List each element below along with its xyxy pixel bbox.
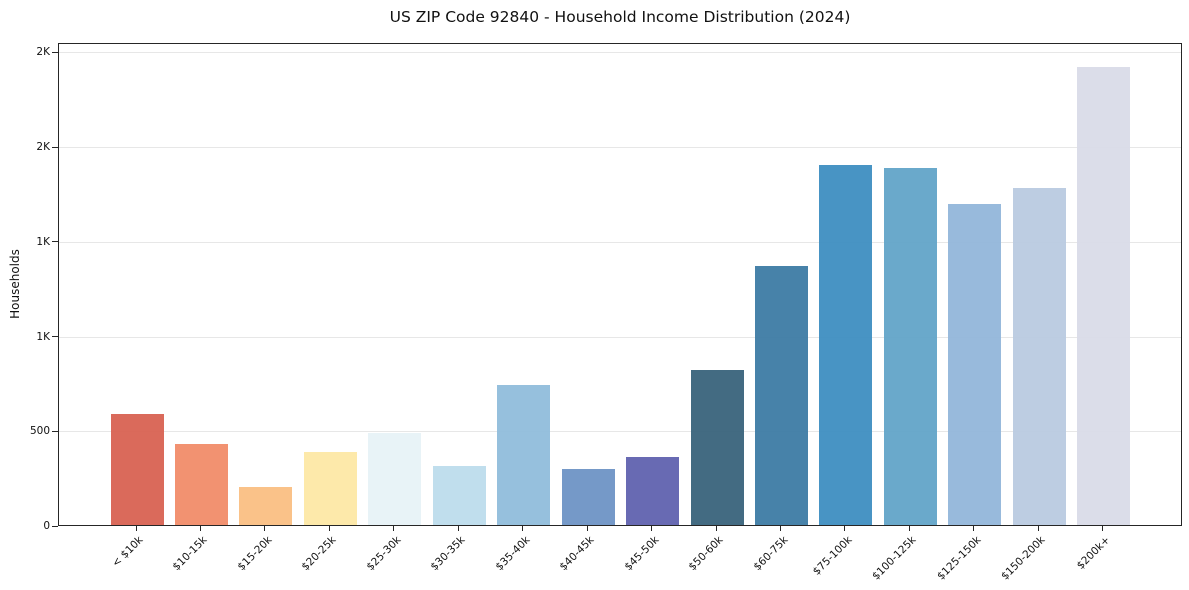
x-tick-mark xyxy=(908,526,910,531)
x-tick-mark xyxy=(715,526,717,531)
bar xyxy=(497,384,551,525)
bar xyxy=(819,165,873,525)
bar xyxy=(368,433,422,525)
y-tick-label: 500 xyxy=(29,425,50,438)
chart-title: US ZIP Code 92840 - Household Income Dis… xyxy=(389,8,851,26)
bar xyxy=(883,167,937,525)
x-tick-mark xyxy=(973,526,975,531)
x-tick-label: $125-150k xyxy=(934,534,984,583)
x-tick-label: $50-60k xyxy=(686,534,726,574)
y-axis-label: Households xyxy=(8,249,22,319)
x-tick-mark xyxy=(393,526,395,531)
x-tick-label: $20-25k xyxy=(299,534,339,574)
x-tick-label: < $10k xyxy=(109,534,146,570)
x-tick-label: $75-100k xyxy=(810,534,855,578)
x-tick-label: $30-35k xyxy=(428,534,468,574)
y-tick-label: 0 xyxy=(43,520,50,532)
plot-area xyxy=(58,43,1182,526)
bar xyxy=(432,466,486,525)
x-tick-mark xyxy=(651,526,653,531)
bar xyxy=(690,369,744,525)
x-tick-label: $25-30k xyxy=(364,534,404,574)
x-tick-mark xyxy=(844,526,846,531)
bar xyxy=(561,469,615,525)
y-tick-mark xyxy=(52,430,58,432)
y-tick-mark xyxy=(52,146,58,148)
y-tick-label: 1K xyxy=(36,330,50,343)
y-tick-label: 2K xyxy=(36,141,50,154)
x-tick-mark xyxy=(328,526,330,531)
x-tick-label: $15-20k xyxy=(235,534,275,574)
x-tick-mark xyxy=(780,526,781,531)
y-tick-mark xyxy=(52,525,58,527)
gridline xyxy=(59,336,1181,338)
y-tick-label: 2K xyxy=(36,46,50,59)
bar xyxy=(1077,66,1131,525)
bar xyxy=(1012,187,1066,525)
x-tick-mark xyxy=(1102,526,1104,531)
x-tick-mark xyxy=(135,526,137,531)
x-tick-label: $100-125k xyxy=(870,534,919,583)
bar xyxy=(755,265,808,525)
y-tick-mark xyxy=(52,336,58,338)
gridline xyxy=(59,241,1181,243)
bar xyxy=(948,203,1002,525)
y-tick-mark xyxy=(52,241,58,243)
x-tick-mark xyxy=(457,526,459,531)
y-tick-label: 1K xyxy=(36,235,50,248)
x-tick-label: $40-45k xyxy=(557,534,597,574)
bar xyxy=(174,443,228,525)
x-tick-mark xyxy=(586,526,588,531)
gridline xyxy=(59,431,1181,433)
x-tick-label: $35-40k xyxy=(493,534,533,574)
x-tick-label: $200k+ xyxy=(1074,534,1113,572)
gridline xyxy=(59,52,1181,54)
bar xyxy=(239,487,293,525)
bar xyxy=(303,452,357,525)
x-tick-label: $45-50k xyxy=(621,534,662,574)
gridline xyxy=(59,147,1181,149)
x-tick-mark xyxy=(522,526,524,531)
x-tick-label: $60-75k xyxy=(750,534,790,574)
y-tick-mark xyxy=(52,51,58,53)
x-tick-mark xyxy=(1037,526,1039,531)
x-tick-mark xyxy=(264,526,266,531)
x-tick-mark xyxy=(199,526,201,531)
x-tick-label: $150-200k xyxy=(999,534,1048,583)
bar xyxy=(110,414,164,525)
x-tick-label: $10-15k xyxy=(170,534,210,574)
bar xyxy=(626,456,680,525)
